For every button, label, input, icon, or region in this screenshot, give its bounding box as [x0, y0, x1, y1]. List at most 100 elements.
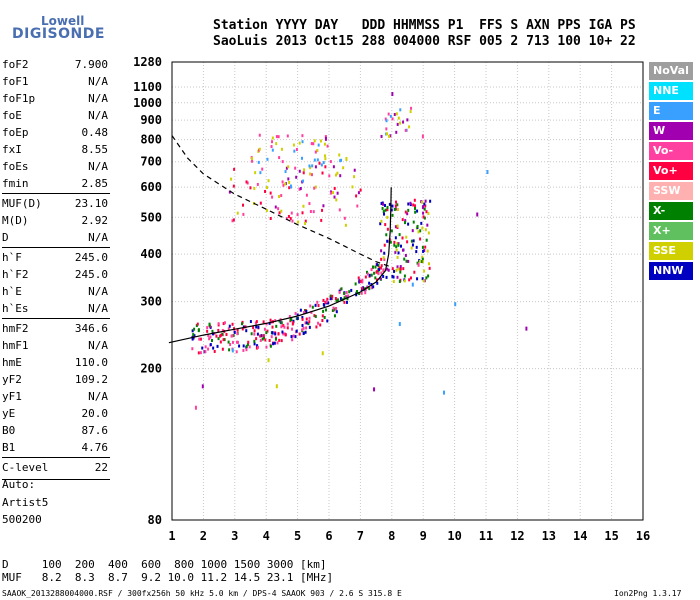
echo-point: [376, 281, 379, 285]
param-row: M(D) 2.92: [2, 214, 108, 230]
x-tick-label: 9: [420, 529, 427, 543]
param-value: 245.0: [74, 251, 108, 264]
echo-point: [309, 166, 312, 170]
echo-point: [317, 321, 320, 325]
echo-point: [421, 226, 424, 230]
echo-point: [313, 314, 316, 318]
echo-point: [393, 240, 396, 244]
echo-point: [413, 198, 416, 202]
echo-point: [421, 200, 424, 204]
echo-point: [421, 134, 424, 139]
echo-point: [354, 282, 357, 286]
echo-point: [388, 202, 391, 206]
echo-point: [409, 276, 412, 280]
echo-point: [323, 316, 326, 320]
echo-point: [408, 278, 411, 282]
echo-point: [314, 165, 317, 169]
echo-point: [412, 203, 415, 207]
echo-point: [366, 272, 369, 276]
plot-frame: [171, 61, 644, 521]
param-label: hmE: [2, 356, 22, 369]
echo-point: [249, 186, 252, 190]
echo-point: [197, 351, 200, 355]
echo-point: [308, 202, 311, 206]
param-row: foEs N/A: [2, 160, 108, 176]
echo-point: [422, 249, 425, 253]
echo-point: [264, 189, 267, 193]
echo-point: [315, 325, 318, 329]
echo-point: [304, 219, 307, 223]
echo-point: [372, 265, 375, 269]
param-value: 346.6: [74, 322, 108, 335]
echo-point: [231, 348, 234, 353]
echo-point: [409, 110, 412, 114]
echo-point: [294, 166, 297, 170]
echo-point: [217, 322, 220, 326]
echo-point: [256, 344, 259, 348]
echo-point: [380, 134, 383, 138]
echo-point: [305, 309, 308, 313]
echo-point: [235, 350, 238, 354]
echo-point: [355, 194, 358, 198]
echo-point: [298, 141, 301, 145]
echo-point: [358, 280, 361, 284]
echo-point: [382, 202, 385, 206]
echo-point: [394, 250, 397, 254]
param-value: 245.0: [74, 268, 108, 281]
echo-point: [253, 339, 256, 343]
echo-point: [420, 260, 423, 264]
echo-point: [423, 216, 426, 220]
echo-point: [333, 186, 336, 190]
echo-point: [335, 173, 338, 177]
echo-point: [382, 274, 385, 278]
echo-point: [407, 202, 410, 206]
echo-point: [292, 143, 295, 147]
echo-point: [396, 255, 399, 259]
echo-point: [253, 332, 256, 336]
echo-point: [323, 303, 326, 307]
echo-point: [281, 160, 284, 164]
echo-point: [454, 302, 457, 307]
echo-point: [476, 212, 479, 217]
echo-point: [265, 322, 268, 326]
legend-item: E: [649, 102, 693, 120]
param-value: 2.92: [81, 214, 109, 227]
param-value: N/A: [88, 75, 108, 88]
echo-point: [414, 210, 417, 214]
echo-point: [288, 314, 291, 318]
echo-point: [419, 259, 422, 263]
echo-point: [281, 330, 284, 334]
echo-point: [261, 167, 264, 171]
echo-point: [301, 328, 304, 332]
echo-point: [334, 296, 337, 300]
echo-point: [267, 179, 270, 183]
echo-point: [380, 264, 383, 268]
echo-point: [298, 332, 301, 336]
legend-item: W: [649, 122, 693, 140]
echo-point: [428, 266, 431, 270]
echo-point: [251, 156, 254, 160]
profile-curve: [168, 187, 392, 344]
echo-point: [283, 325, 286, 329]
muf-curve: [171, 135, 389, 267]
echo-point: [429, 199, 432, 203]
echo-point: [296, 316, 299, 320]
echo-point: [397, 251, 400, 255]
echo-point: [413, 270, 416, 274]
echo-point: [319, 139, 322, 143]
x-tick-label: 1: [168, 529, 175, 543]
echo-point: [387, 268, 390, 272]
echo-point: [271, 148, 274, 152]
echo-point: [399, 265, 402, 269]
echo-point: [525, 326, 528, 331]
echo-point: [324, 308, 327, 312]
echo-point: [368, 273, 371, 277]
echo-point: [246, 342, 249, 346]
echo-point: [421, 277, 424, 281]
echo-point: [326, 144, 329, 148]
echo-point: [421, 260, 424, 264]
echo-point: [401, 236, 404, 240]
y-tick-label: 300: [140, 295, 162, 309]
echo-point: [245, 329, 248, 333]
